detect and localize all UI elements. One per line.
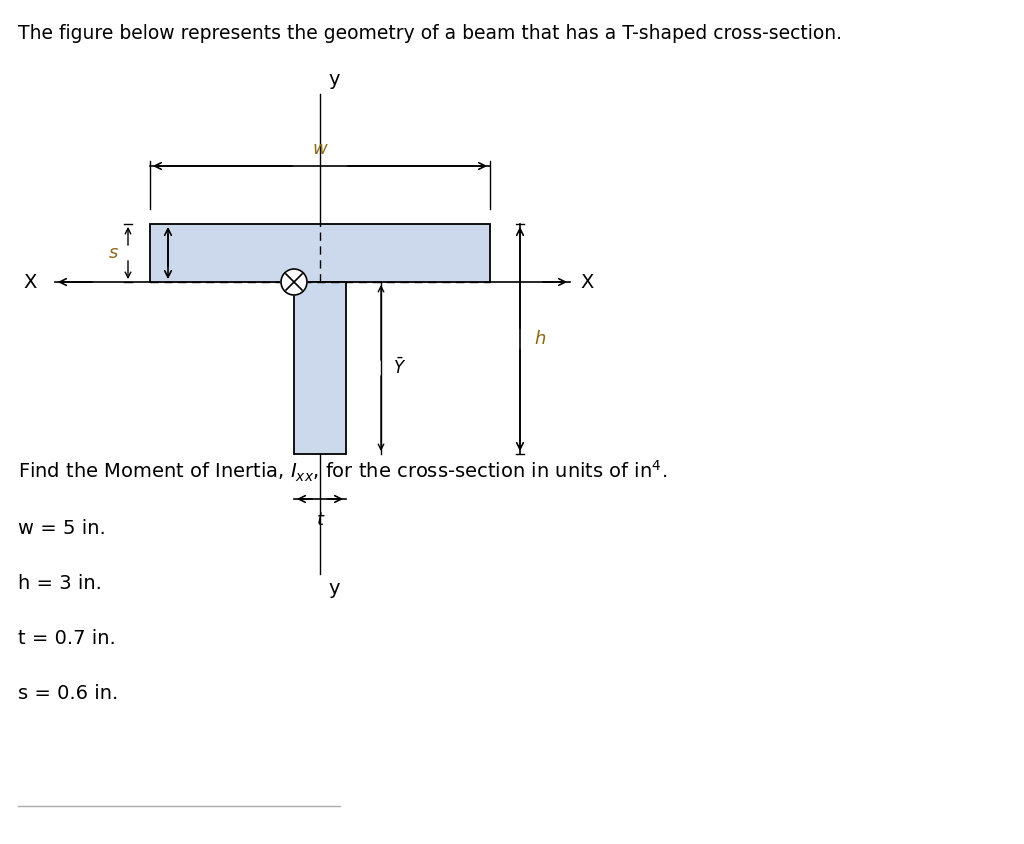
Text: $\bar{Y}$: $\bar{Y}$	[393, 358, 407, 378]
Text: X: X	[580, 273, 593, 291]
Text: s = 0.6 in.: s = 0.6 in.	[18, 684, 118, 703]
Text: Find the Moment of Inertia, $I_{xx}$, for the cross-section in units of in$^4$.: Find the Moment of Inertia, $I_{xx}$, fo…	[18, 459, 668, 484]
Text: w = 5 in.: w = 5 in.	[18, 519, 105, 538]
Bar	[294, 282, 346, 454]
Text: X: X	[24, 273, 37, 291]
Text: t = 0.7 in.: t = 0.7 in.	[18, 629, 116, 648]
Text: t: t	[316, 511, 324, 529]
Text: h = 3 in.: h = 3 in.	[18, 574, 101, 593]
Text: s: s	[109, 244, 118, 262]
Text: h: h	[534, 330, 546, 348]
Text: The figure below represents the geometry of a beam that has a T-shaped cross-sec: The figure below represents the geometry…	[18, 24, 842, 43]
Bar	[150, 224, 490, 282]
Text: y: y	[328, 70, 340, 89]
Circle shape	[281, 269, 307, 295]
Text: y: y	[328, 579, 340, 598]
Text: w: w	[312, 140, 328, 158]
